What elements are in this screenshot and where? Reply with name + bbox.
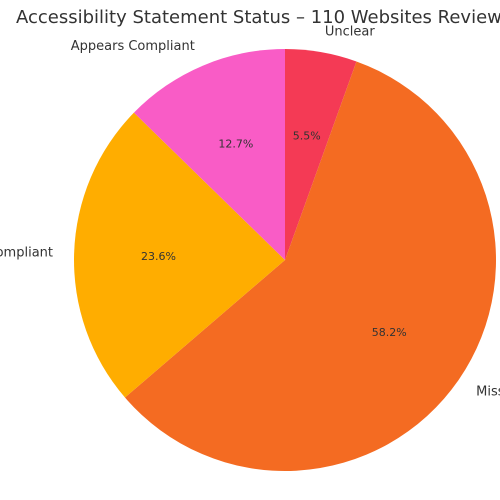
pie-slice-appears-compliant bbox=[133, 49, 285, 260]
pct-label-appears-compliant: 12.7% bbox=[218, 137, 253, 150]
pct-label-unclear: 5.5% bbox=[293, 129, 321, 142]
slice-label-appears-compliant: Appears Compliant bbox=[71, 39, 195, 54]
pie-slice-unclear bbox=[285, 49, 357, 260]
chart-title: Accessibility Statement Status – 110 Web… bbox=[16, 7, 500, 28]
pie-labels: 5.5% Unclear 58.2% Missing 23.6% Non-Complian… bbox=[0, 24, 500, 399]
pct-label-missing: 58.2% bbox=[372, 326, 407, 339]
pie-slice-missing bbox=[124, 61, 496, 472]
pie-slices bbox=[74, 49, 496, 472]
pie-slice-non-compliant bbox=[74, 112, 286, 398]
pct-label-non-compliant: 23.6% bbox=[141, 250, 176, 263]
slice-label-non-compliant: Non-Compliant bbox=[0, 246, 53, 261]
slice-label-missing: Missing bbox=[476, 385, 500, 400]
slice-label-unclear: Unclear bbox=[325, 24, 375, 39]
